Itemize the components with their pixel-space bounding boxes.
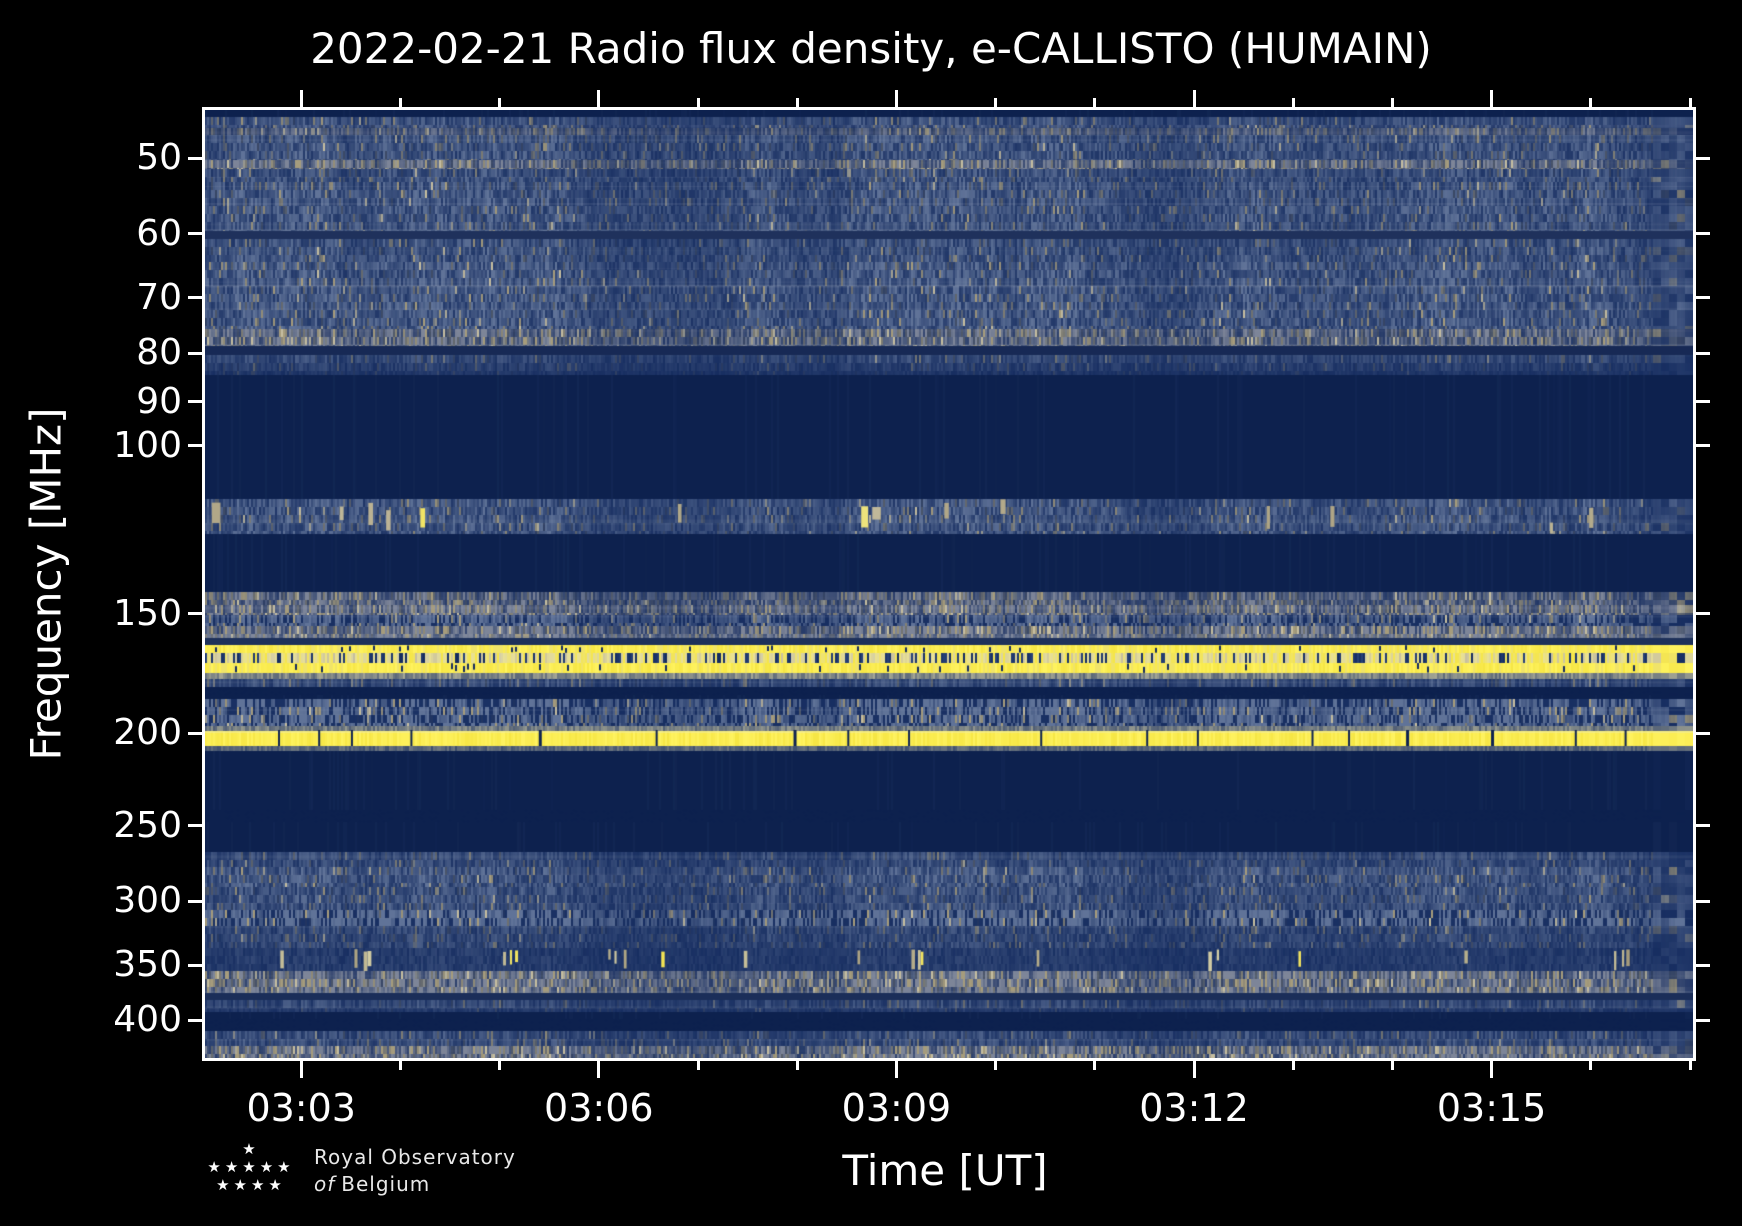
logo-text-line2: of Belgium [314,1171,516,1198]
y-tick-label: 70 [136,276,182,318]
x-tick [994,1061,998,1070]
y-tick-right [1696,351,1710,355]
x-tick-top [498,98,502,107]
logo-star-row: ★ [242,1140,260,1158]
y-tick-label: 300 [113,880,182,922]
logo-text-line1: Royal Observatory [314,1145,516,1169]
x-tick [1589,1061,1593,1070]
y-tick [188,963,202,967]
x-tick [795,1061,799,1070]
y-tick-right [1696,1018,1710,1022]
y-tick [188,232,202,236]
x-tick [597,1061,601,1078]
y-tick [188,156,202,160]
y-tick-right [1696,612,1710,616]
y-tick-right [1696,444,1710,448]
x-tick-top [1093,98,1097,107]
x-tick-top [597,90,601,107]
x-tick-top [894,90,898,107]
x-tick-top [795,98,799,107]
y-tick-label: 350 [113,944,182,986]
logo-text-of: of [314,1172,336,1196]
y-tick [188,444,202,448]
y-tick [188,1018,202,1022]
y-tick [188,296,202,300]
y-tick [188,351,202,355]
y-tick-label: 60 [136,212,182,254]
x-tick-label: 03:15 [1436,1086,1547,1130]
x-tick [498,1061,502,1070]
y-tick-label: 80 [136,332,182,374]
y-tick-right [1696,899,1710,903]
spectrogram-image [205,110,1693,1058]
x-tick-top [1589,98,1593,107]
y-tick [188,612,202,616]
y-tick [188,400,202,404]
x-tick-label: 03:03 [246,1086,356,1130]
x-tick [398,1061,402,1070]
y-tick-right [1696,296,1710,300]
y-tick [188,824,202,828]
y-tick-right [1696,156,1710,160]
x-tick-top [299,90,303,107]
y-tick-label: 400 [113,999,182,1041]
y-tick-label: 50 [136,137,182,179]
x-tick-label: 03:06 [544,1086,654,1130]
x-tick [894,1061,898,1078]
y-tick-right [1696,232,1710,236]
y-tick-right [1696,400,1710,404]
y-tick-label: 150 [113,592,182,634]
chart-title: 2022-02-21 Radio flux density, e-CALLIST… [310,24,1432,73]
x-tick [1390,1061,1394,1070]
x-tick-label: 03:12 [1139,1086,1249,1130]
x-tick-top [1490,90,1494,107]
observatory-logo-stars: ★ ★★★★★ ★★★★ [203,1140,299,1194]
y-tick-label: 250 [113,804,182,846]
y-tick-label: 90 [136,380,182,422]
x-tick-top [1390,98,1394,107]
x-tick [1490,1061,1494,1078]
logo-text-belgium: Belgium [341,1172,431,1196]
y-tick-right [1696,824,1710,828]
y-tick-right [1696,731,1710,735]
plot-frame [202,107,1696,1061]
logo-star-row: ★★★★ [216,1176,286,1194]
x-tick-top [696,98,700,107]
x-tick-top [1688,98,1692,107]
x-tick [1688,1061,1692,1070]
y-tick-label: 200 [113,712,182,754]
y-tick-right [1696,963,1710,967]
x-tick-top [994,98,998,107]
logo-star-row: ★★★★★ [207,1158,295,1176]
x-tick [1291,1061,1295,1070]
x-tick [1192,1061,1196,1078]
x-tick-top [398,98,402,107]
x-tick [1093,1061,1097,1070]
x-tick [299,1061,303,1078]
y-tick [188,731,202,735]
y-tick-label: 100 [113,424,182,466]
x-tick-top [1291,98,1295,107]
observatory-logo-text: Royal Observatory of Belgium [314,1144,516,1198]
x-axis-label: Time [UT] [842,1146,1048,1195]
y-tick [188,899,202,903]
x-tick-label: 03:09 [841,1086,952,1130]
x-tick-top [1192,90,1196,107]
x-tick [696,1061,700,1070]
